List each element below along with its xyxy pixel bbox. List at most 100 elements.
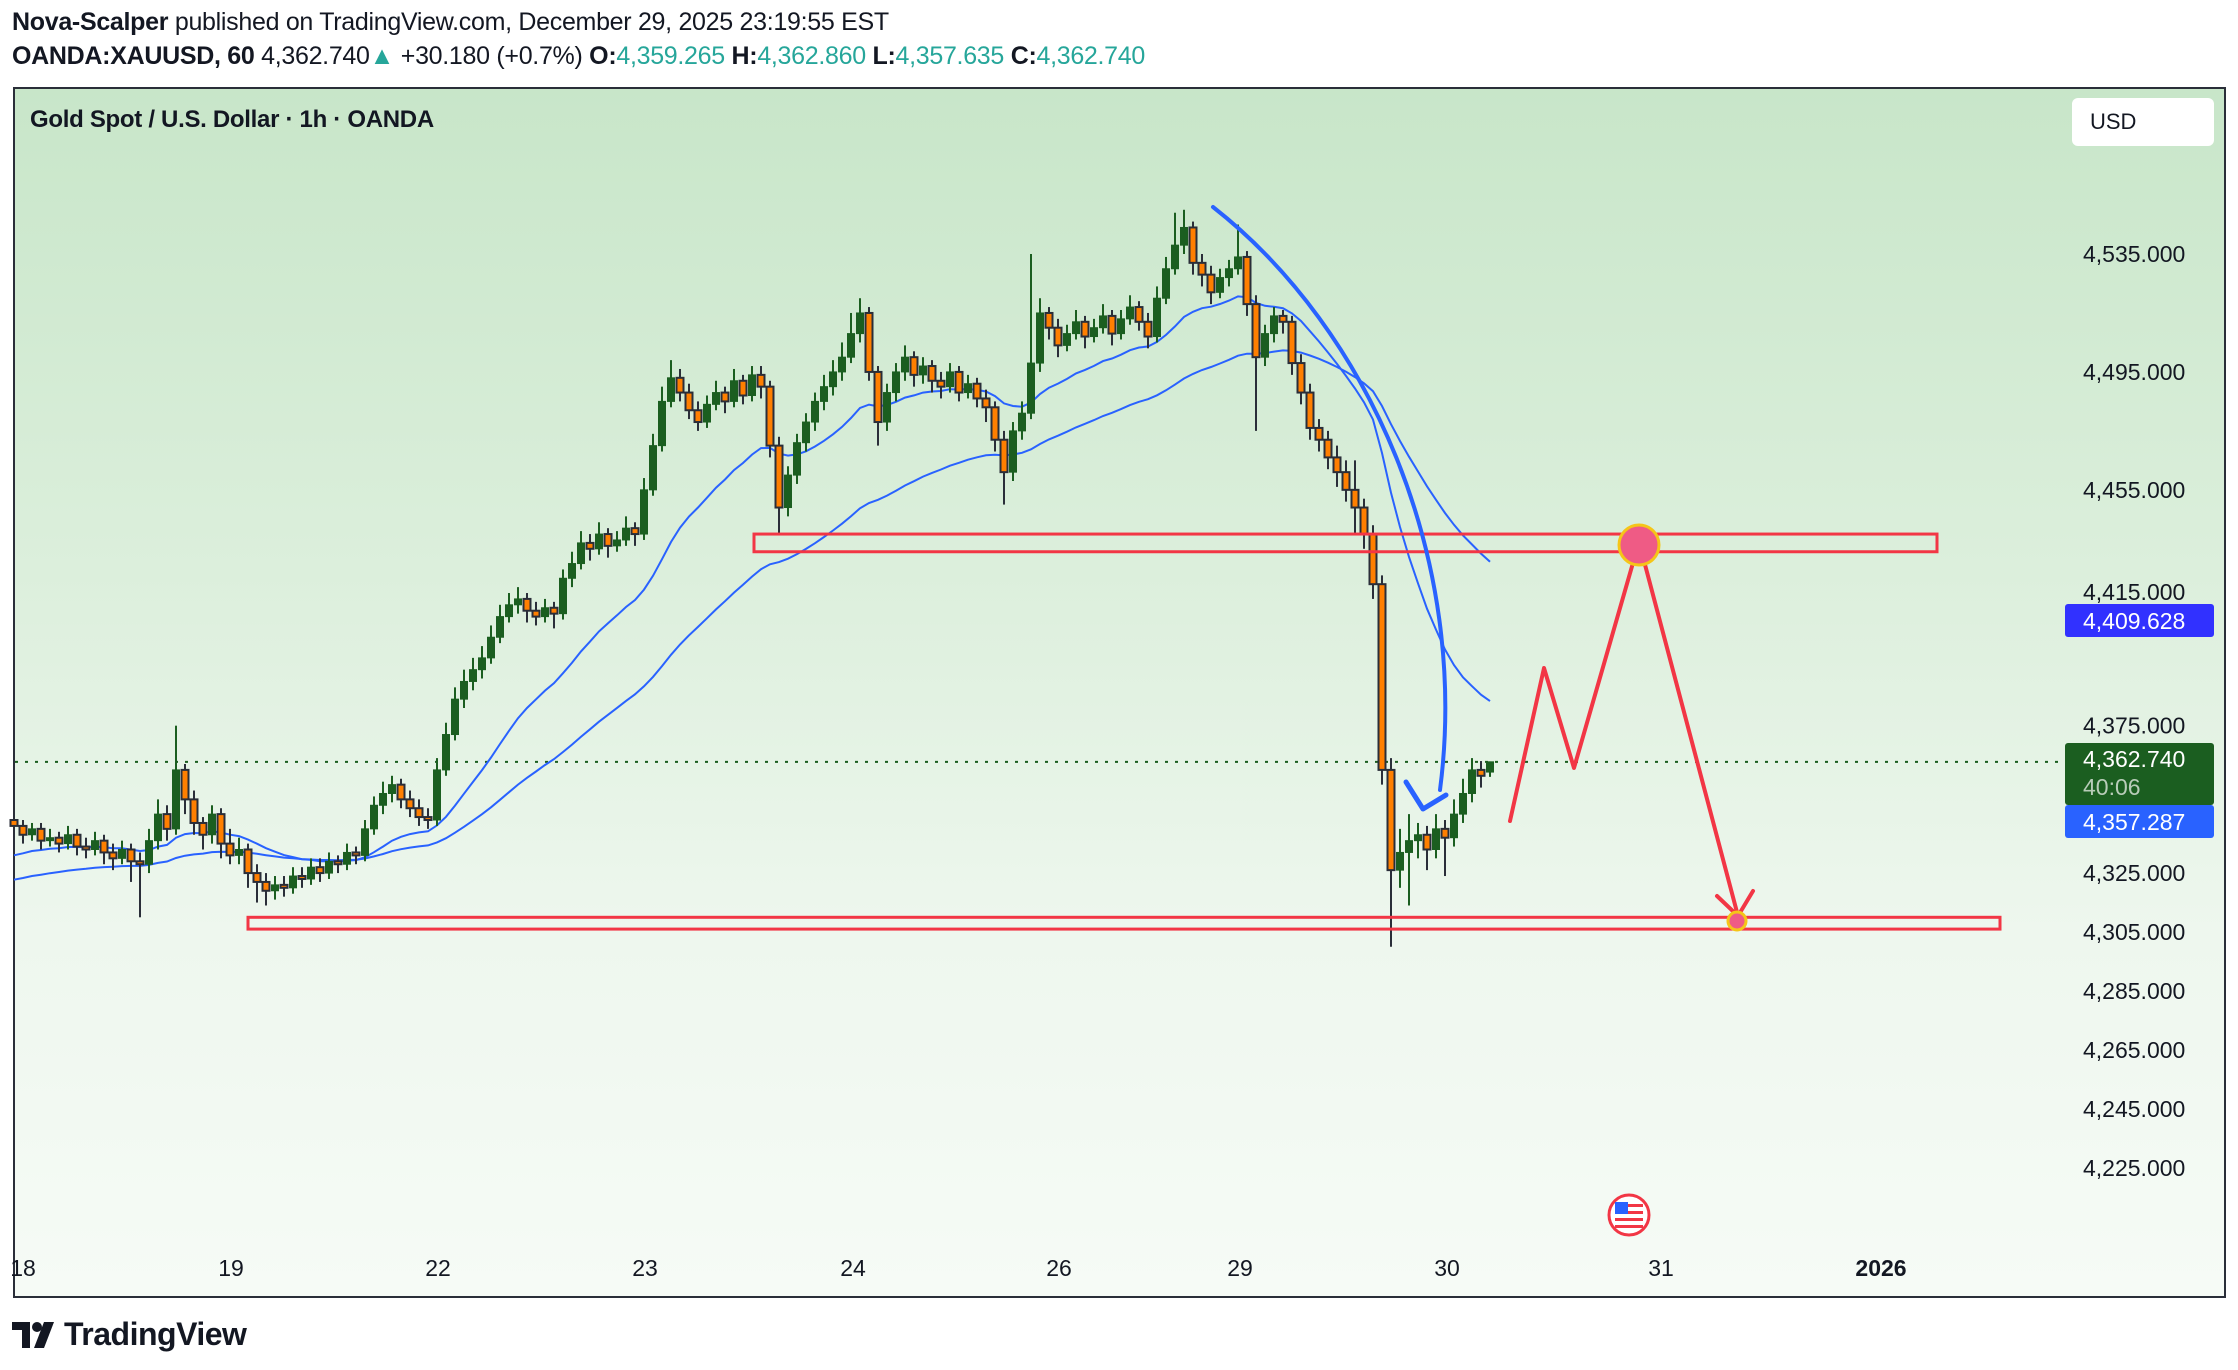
candle-body (1386, 768, 1396, 872)
candle-body (577, 542, 585, 565)
us-flag-event-icon[interactable] (1607, 1193, 1651, 1237)
candle-body (1350, 488, 1360, 509)
candle (999, 430, 1009, 505)
candle (1341, 460, 1351, 502)
candle-body (802, 421, 810, 444)
candle (351, 846, 361, 865)
candle (820, 374, 828, 411)
candle (585, 534, 595, 561)
price-change: +30.180 (+0.7%) (400, 42, 583, 70)
candle (1350, 460, 1360, 535)
candle (640, 478, 648, 540)
candle-body (847, 333, 855, 358)
time-axis-tick: 18 (10, 1255, 36, 1281)
candle (595, 522, 603, 555)
candle (1197, 254, 1207, 287)
candle-body (396, 783, 406, 801)
time-axis-tick: 22 (425, 1255, 451, 1281)
resistance-zone[interactable] (752, 532, 1939, 554)
candle-body (829, 371, 837, 388)
candle (1440, 820, 1450, 877)
candle (370, 796, 378, 835)
ema-slow-line[interactable] (13, 349, 1491, 881)
candle-body (1323, 438, 1333, 459)
candle-body (496, 616, 504, 638)
candle-body (1440, 827, 1450, 839)
candle (864, 307, 874, 381)
candle (730, 368, 738, 408)
candle-body (1377, 583, 1387, 771)
candle-body (271, 884, 279, 892)
candle (81, 837, 91, 859)
candle-body (370, 804, 378, 830)
ema-fast-price-label: 4,357.287 (2065, 805, 2214, 838)
candle (108, 843, 118, 871)
candle-body (1396, 851, 1404, 871)
candle (1216, 268, 1224, 299)
candle (1287, 315, 1297, 375)
candle (1422, 825, 1432, 871)
candle-body (1080, 320, 1090, 338)
candle-body (972, 382, 982, 400)
candle-body (1206, 273, 1216, 294)
candle-body (981, 397, 991, 409)
candle-body (1153, 297, 1161, 338)
candle-body (1107, 314, 1117, 335)
blue-curved-arrow[interactable] (1211, 205, 1448, 792)
candle-body (1305, 391, 1315, 429)
target-circle-upper[interactable] (1617, 523, 1661, 567)
candle (1018, 401, 1026, 440)
candle-body (1099, 315, 1107, 329)
chart-pane[interactable] (13, 87, 2226, 1298)
candle (774, 436, 784, 535)
time-axis-tick: 31 (1648, 1255, 1674, 1281)
candle-body (1405, 840, 1413, 853)
candle-body (919, 365, 927, 376)
candle-body (585, 541, 595, 550)
candle (198, 817, 208, 850)
candle-body (135, 860, 145, 866)
price-axis-tick: 4,285.000 (2083, 978, 2185, 1004)
author-name[interactable]: Nova-Scalper (12, 8, 169, 36)
candle (1305, 383, 1315, 440)
candle-body (1216, 277, 1224, 293)
candle-body (154, 813, 162, 842)
candle (1468, 758, 1476, 803)
candle (1080, 315, 1090, 349)
candle (838, 342, 846, 381)
currency-button[interactable]: USD (2072, 98, 2214, 146)
price-axis-tick: 4,225.000 (2083, 1155, 2185, 1181)
candle (379, 781, 387, 815)
candle (622, 516, 630, 546)
candle (243, 843, 253, 888)
support-zone[interactable] (246, 915, 2002, 931)
candle (1126, 295, 1134, 325)
candle (361, 820, 369, 862)
candle-body (325, 860, 333, 874)
tradingview-logo[interactable]: TradingView (12, 1316, 247, 1353)
candle-body (774, 444, 784, 509)
red-projection-path[interactable] (1508, 540, 1740, 918)
candle-body (595, 533, 603, 550)
candle (72, 828, 82, 856)
candle (531, 601, 541, 626)
price-axis-tick: 4,455.000 (2083, 477, 2185, 503)
candle-body (1009, 430, 1017, 473)
candle-body (64, 834, 72, 845)
candle (577, 531, 585, 570)
candle-body (864, 311, 874, 373)
candle (1368, 525, 1378, 599)
target-circle-lower[interactable] (1726, 910, 1748, 932)
candle-body (703, 403, 711, 423)
chart-title: Gold Spot / U.S. Dollar · 1h · OANDA (30, 106, 434, 133)
candle (1090, 318, 1098, 343)
candle (568, 551, 576, 588)
candle-body (1341, 471, 1351, 491)
candle-body (622, 527, 630, 541)
candle (667, 360, 675, 408)
candle (208, 805, 216, 844)
candle (126, 843, 136, 882)
candle-body (505, 604, 513, 618)
candle (1072, 310, 1080, 340)
